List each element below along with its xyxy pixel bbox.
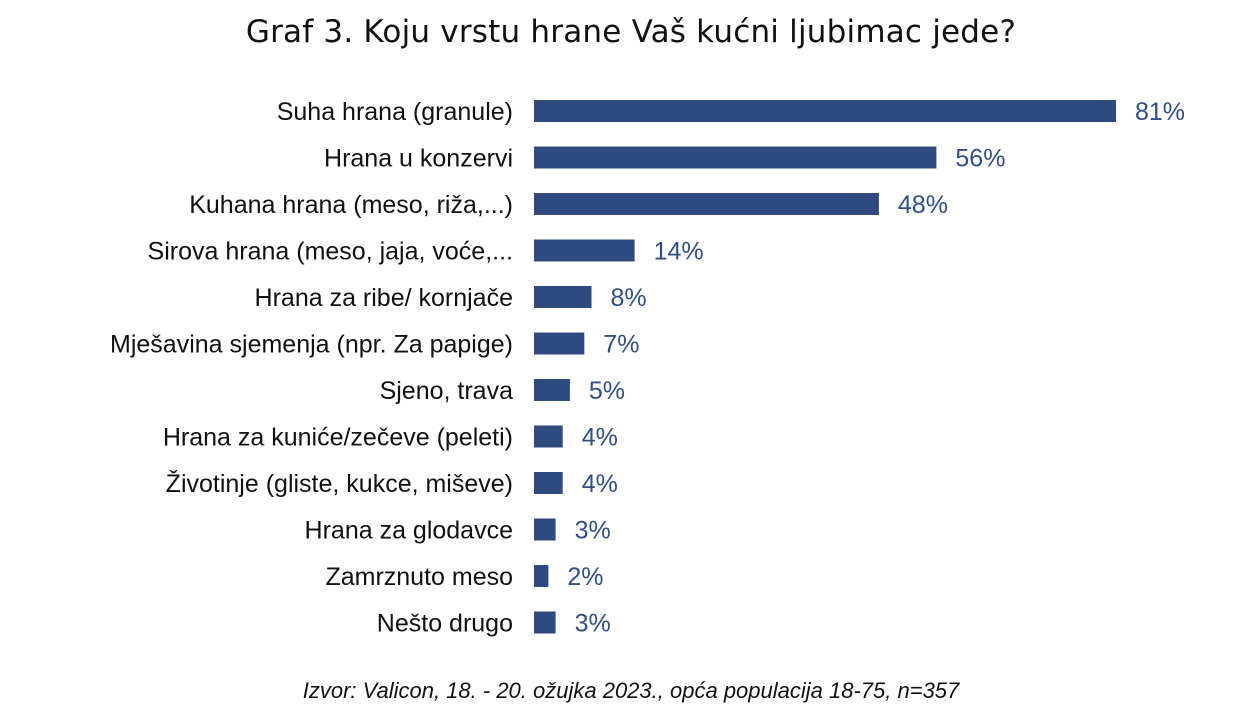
bar <box>534 379 570 401</box>
value-label: 81% <box>1135 98 1185 126</box>
value-label: 56% <box>955 145 1005 173</box>
category-label: Životinje (gliste, kukce, miševe) <box>166 469 513 498</box>
value-label: 8% <box>611 284 647 312</box>
category-label: Sirova hrana (meso, jaja, voće,... <box>148 238 513 266</box>
bar <box>534 146 937 169</box>
bar <box>534 425 563 448</box>
chart-title: Graf 3. Koju vrstu hrane Vaš kućni ljubi… <box>245 14 1017 50</box>
category-label: Hrana za ribe/ kornjače <box>255 284 513 312</box>
value-label: 3% <box>575 610 611 638</box>
category-label: Hrana za kuniće/zečeve (peleti) <box>163 424 513 452</box>
bar <box>534 518 556 541</box>
bar <box>534 286 592 308</box>
category-label: Nešto drugo <box>377 610 513 638</box>
value-label: 3% <box>575 517 611 545</box>
bar <box>534 239 635 262</box>
bar <box>534 611 556 634</box>
value-label: 7% <box>603 331 639 359</box>
value-label: 14% <box>654 238 704 266</box>
bar <box>534 472 563 494</box>
chart-source-note: Izvor: Valicon, 18. - 20. ožujka 2023., … <box>302 678 960 703</box>
category-label: Sjeno, trava <box>380 377 514 405</box>
value-label: 4% <box>582 470 618 498</box>
category-label: Mješavina sjemenja (npr. Za papige) <box>110 331 513 359</box>
bar <box>534 193 879 215</box>
category-label: Hrana u konzervi <box>324 145 513 173</box>
bar <box>534 565 549 587</box>
value-labels-group: 81% 56%48% 14%8% 7% 5% 4% 4% 3% 2% 3% <box>567 98 1185 638</box>
value-label: 5% <box>589 377 625 405</box>
bar <box>534 100 1116 122</box>
category-label: Zamrznuto meso <box>325 563 513 591</box>
category-label: Suha hrana (granule) <box>277 98 513 126</box>
category-label: Kuhana hrana (meso, riža,...) <box>189 191 513 219</box>
bar <box>534 332 585 355</box>
value-label: 2% <box>567 563 603 591</box>
category-label: Hrana za glodavce <box>305 517 513 545</box>
category-labels-group: Suha hrana (granule) Hrana u konzervi Kuha… <box>110 98 513 638</box>
value-label: 48% <box>898 191 948 219</box>
bars-group <box>534 100 1116 634</box>
value-label: 4% <box>582 424 618 452</box>
